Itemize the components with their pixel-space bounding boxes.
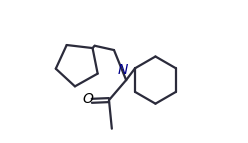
Text: N: N	[117, 63, 128, 77]
Text: O: O	[82, 92, 93, 106]
